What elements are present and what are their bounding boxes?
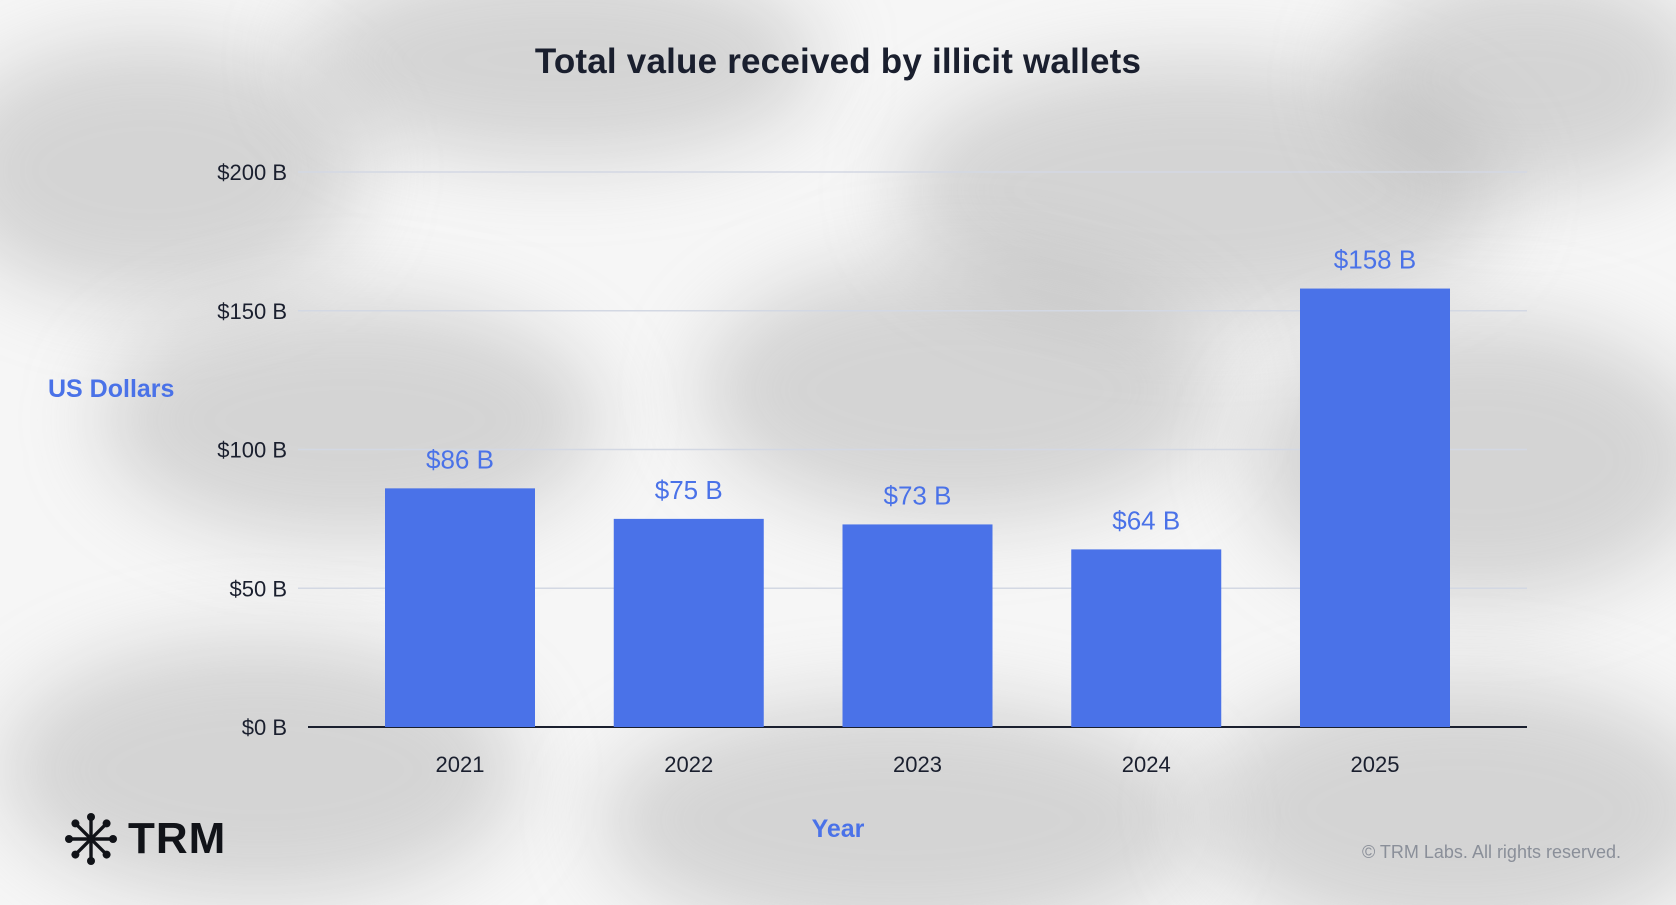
bar <box>613 518 764 727</box>
y-tick-label: $0 B <box>242 715 287 740</box>
x-axis-label: Year <box>811 815 865 843</box>
x-tick-label: 2025 <box>1351 752 1400 777</box>
y-tick-label: $50 B <box>230 576 288 601</box>
bar <box>1300 288 1450 727</box>
x-tick-label: 2023 <box>893 752 942 777</box>
x-tick-label: 2024 <box>1122 752 1171 777</box>
bar-value-label: $73 B <box>884 480 952 510</box>
bar-value-label: $86 B <box>426 444 494 474</box>
bar <box>1071 549 1222 727</box>
bar-value-label: $75 B <box>655 475 723 505</box>
bar <box>385 488 535 727</box>
chart-title: Total value received by illicit wallets <box>534 42 1142 81</box>
bar-value-label: $158 B <box>1334 245 1416 275</box>
bar-value-label: $64 B <box>1112 505 1180 535</box>
x-tick-label: 2021 <box>436 752 485 777</box>
logo-wordmark: TRM <box>128 814 227 863</box>
trm-logo: TRM <box>64 812 226 866</box>
bar <box>842 524 993 727</box>
y-tick-label: $150 B <box>217 299 287 324</box>
copyright-notice: © TRM Labs. All rights reserved. <box>1361 842 1621 862</box>
y-tick-label: $100 B <box>217 438 287 463</box>
y-axis-label: US Dollars <box>48 375 175 403</box>
y-tick-label: $200 B <box>217 160 287 185</box>
trm-asterisk-icon <box>65 813 117 865</box>
x-tick-label: 2022 <box>664 752 713 777</box>
